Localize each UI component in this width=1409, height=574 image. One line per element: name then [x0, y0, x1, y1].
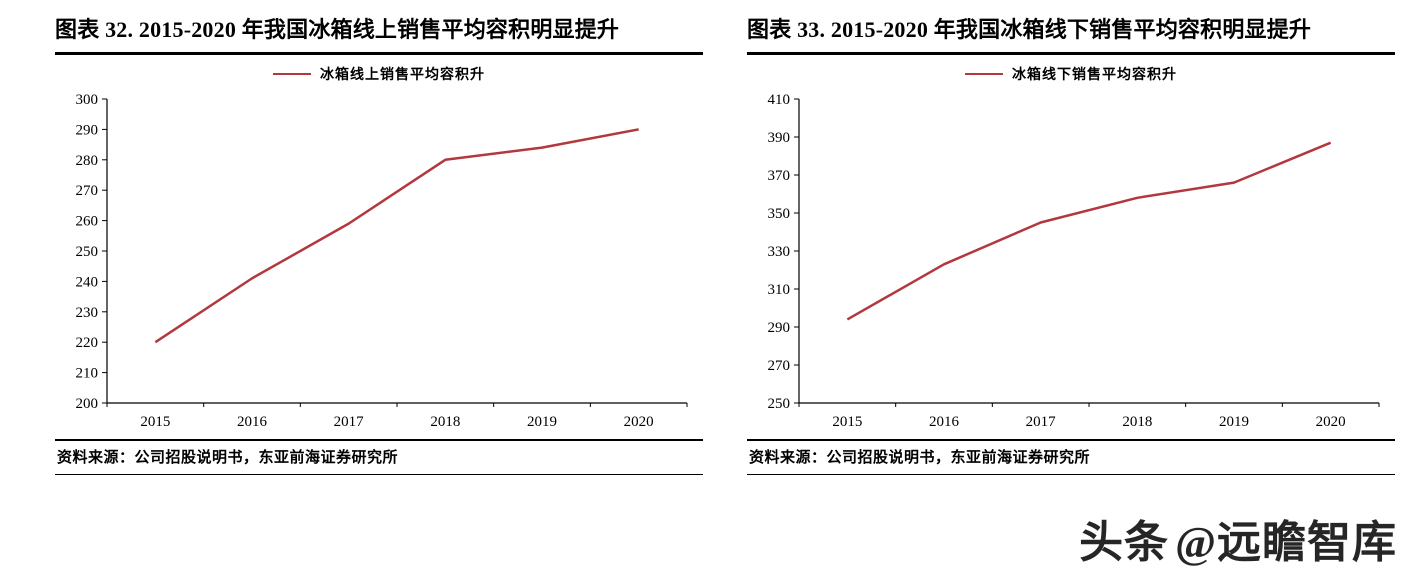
svg-text:250: 250 — [76, 244, 99, 260]
source-divider-bottom — [747, 474, 1395, 476]
legend-line-marker — [273, 73, 311, 76]
svg-text:230: 230 — [76, 305, 99, 321]
source-divider-top — [55, 439, 703, 442]
svg-text:250: 250 — [768, 396, 791, 412]
line-chart-offline-volume: 250 270 290 310 330 350 370 390 410 2015 2016 2017 2… — [768, 92, 1380, 430]
watermark-handle: @远瞻智库 — [1175, 518, 1397, 567]
source-note: 资料来源：公司招股说明书，东亚前海证券研究所 — [57, 450, 399, 467]
svg-text:2016: 2016 — [929, 414, 960, 430]
svg-text:310: 310 — [768, 282, 791, 298]
legend-line-marker — [965, 73, 1003, 76]
source-note: 资料来源：公司招股说明书，东亚前海证券研究所 — [749, 450, 1091, 467]
title-divider — [747, 52, 1395, 56]
legend-online: 冰箱线上销售平均容积升 — [55, 59, 703, 89]
legend-offline: 冰箱线下销售平均容积升 — [747, 59, 1395, 89]
svg-text:2018: 2018 — [1122, 414, 1152, 430]
svg-text:2015: 2015 — [832, 414, 862, 430]
svg-text:2020: 2020 — [624, 414, 654, 430]
svg-text:2018: 2018 — [430, 414, 460, 430]
svg-text:2017: 2017 — [1026, 414, 1057, 430]
figure-33-panel: 图表 33. 2015-2020 年我国冰箱线下销售平均容积明显提升 冰箱线下销… — [747, 14, 1395, 574]
svg-text:350: 350 — [768, 206, 791, 222]
svg-text:2016: 2016 — [237, 414, 268, 430]
svg-text:2015: 2015 — [140, 414, 170, 430]
chart-title-online: 图表 32. 2015-2020 年我国冰箱线上销售平均容积明显提升 — [55, 17, 620, 42]
svg-text:200: 200 — [76, 396, 99, 412]
svg-text:410: 410 — [768, 92, 791, 108]
source-divider-bottom — [55, 474, 703, 476]
svg-text:2019: 2019 — [1219, 414, 1249, 430]
svg-text:210: 210 — [76, 366, 99, 382]
svg-text:270: 270 — [76, 183, 99, 199]
svg-text:300: 300 — [76, 92, 99, 108]
watermark-brand: 头条 — [1079, 518, 1170, 567]
svg-text:290: 290 — [76, 123, 99, 139]
legend-label: 冰箱线上销售平均容积升 — [320, 68, 485, 84]
svg-text:2017: 2017 — [334, 414, 365, 430]
watermark: 头条 @远瞻智库 — [1079, 506, 1397, 570]
svg-text:370: 370 — [768, 168, 791, 184]
svg-text:260: 260 — [76, 214, 99, 230]
svg-text:390: 390 — [768, 130, 791, 146]
svg-text:330: 330 — [768, 244, 791, 260]
chart-title-offline: 图表 33. 2015-2020 年我国冰箱线下销售平均容积明显提升 — [747, 17, 1312, 42]
svg-text:280: 280 — [76, 153, 99, 169]
svg-text:240: 240 — [76, 275, 99, 291]
line-chart-online-volume: 200 210 220 230 240 250 260 270 280 290 300 2015 201… — [76, 92, 688, 430]
svg-text:220: 220 — [76, 335, 99, 351]
svg-text:270: 270 — [768, 358, 791, 374]
legend-label: 冰箱线下销售平均容积升 — [1012, 68, 1177, 84]
svg-text:2020: 2020 — [1316, 414, 1346, 430]
svg-text:2019: 2019 — [527, 414, 557, 430]
source-divider-top — [747, 439, 1395, 442]
title-divider — [55, 52, 703, 56]
figure-32-panel: 图表 32. 2015-2020 年我国冰箱线上销售平均容积明显提升 冰箱线上销… — [55, 14, 703, 574]
svg-text:290: 290 — [768, 320, 791, 336]
